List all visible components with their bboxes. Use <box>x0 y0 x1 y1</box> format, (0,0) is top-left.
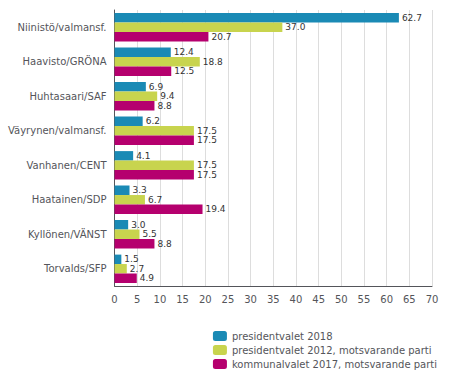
svg-text:20.7: 20.7 <box>211 32 231 42</box>
svg-text:Haatainen/SDP: Haatainen/SDP <box>32 194 107 205</box>
svg-text:Väyrynen/valmansf.: Väyrynen/valmansf. <box>8 125 107 136</box>
svg-text:kommunalvalet 2017, motsvarand: kommunalvalet 2017, motsvarande parti <box>232 359 437 370</box>
svg-text:17.5: 17.5 <box>196 160 217 171</box>
svg-text:presidentvalet 2018: presidentvalet 2018 <box>232 331 333 342</box>
svg-text:17.5: 17.5 <box>197 135 217 145</box>
svg-text:Haavisto/GRÖNA: Haavisto/GRÖNA <box>23 55 107 67</box>
svg-text:17.5: 17.5 <box>196 125 217 136</box>
svg-text:70: 70 <box>426 294 439 305</box>
svg-text:6.9: 6.9 <box>148 81 164 92</box>
svg-text:19.4: 19.4 <box>206 204 226 214</box>
svg-text:Vanhanen/CENT: Vanhanen/CENT <box>26 160 107 171</box>
svg-text:3.0: 3.0 <box>131 219 146 230</box>
svg-text:55: 55 <box>358 294 371 305</box>
svg-text:30: 30 <box>244 294 257 305</box>
svg-text:Torvalds/SFP: Torvalds/SFP <box>43 263 107 274</box>
svg-text:20: 20 <box>199 294 212 305</box>
svg-text:3.3: 3.3 <box>133 185 147 195</box>
svg-text:37.0: 37.0 <box>285 22 305 32</box>
svg-text:17.5: 17.5 <box>197 170 217 180</box>
svg-text:15: 15 <box>176 294 189 305</box>
svg-text:45: 45 <box>312 294 325 305</box>
svg-text:6.2: 6.2 <box>146 116 160 126</box>
svg-text:presidentvalet 2012, motsvaran: presidentvalet 2012, motsvarande parti <box>232 345 432 356</box>
svg-text:50: 50 <box>335 294 348 305</box>
svg-text:40: 40 <box>290 294 303 305</box>
svg-text:4.9: 4.9 <box>140 273 155 283</box>
svg-text:Kyllönen/VÄNST: Kyllönen/VÄNST <box>28 228 107 240</box>
svg-text:5.5: 5.5 <box>142 229 156 239</box>
svg-text:8.8: 8.8 <box>157 239 172 249</box>
svg-text:12.4: 12.4 <box>174 47 194 57</box>
svg-text:8.8: 8.8 <box>157 101 172 111</box>
svg-text:12.5: 12.5 <box>174 66 194 76</box>
svg-text:60: 60 <box>380 294 393 305</box>
svg-text:18.8: 18.8 <box>203 57 223 67</box>
svg-text:10: 10 <box>154 294 167 305</box>
svg-text:62.7: 62.7 <box>402 13 422 23</box>
svg-text:6.7: 6.7 <box>148 195 162 205</box>
svg-text:5: 5 <box>134 294 140 305</box>
svg-text:1.5: 1.5 <box>124 254 139 265</box>
svg-text:9.4: 9.4 <box>160 91 175 102</box>
svg-text:Huhtasaari/SAF: Huhtasaari/SAF <box>29 91 106 102</box>
svg-text:Niinistö/valmansf.: Niinistö/valmansf. <box>18 22 107 33</box>
svg-text:4.1: 4.1 <box>136 151 150 161</box>
svg-text:2.7: 2.7 <box>129 263 145 274</box>
svg-text:25: 25 <box>222 294 235 305</box>
svg-text:35: 35 <box>267 294 280 305</box>
svg-text:65: 65 <box>403 294 416 305</box>
svg-text:0: 0 <box>111 294 117 305</box>
